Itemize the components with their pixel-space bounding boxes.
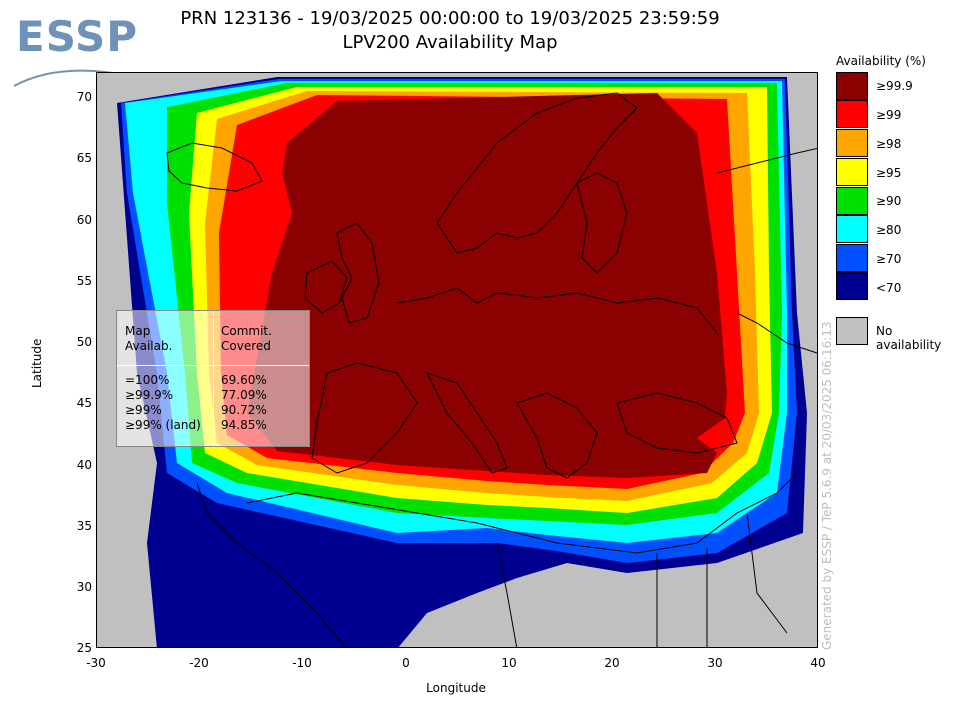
- x-tick-0: 0: [402, 656, 410, 670]
- legend-label-99: ≥99: [876, 108, 902, 122]
- y-tick-50: 50: [76, 335, 92, 349]
- band-99-9: [247, 93, 727, 478]
- legend-label-98: ≥98: [876, 137, 902, 151]
- stats-row-avail: ≥99.9%: [125, 388, 174, 402]
- y-tick-35: 35: [76, 519, 92, 533]
- y-tick-40: 40: [76, 458, 92, 472]
- x-tick-minus10: -10: [292, 656, 312, 670]
- essp-logo: ESSP: [12, 12, 142, 87]
- x-tick-40: 40: [810, 656, 826, 670]
- x-tick-20: 20: [604, 656, 620, 670]
- legend-swatch-98: [836, 129, 868, 157]
- legend-swatch-70: [836, 244, 868, 272]
- map-title-service: LPV200 Availability Map: [342, 32, 558, 53]
- coastlines: [166, 92, 817, 647]
- stats-row-covered: 77.09%: [221, 388, 267, 402]
- legend-label-90: ≥90: [876, 194, 902, 208]
- legend-label-70: ≥70: [876, 252, 902, 266]
- coverage-stats-table: Map Availab. Commit. Covered =100% 69.60…: [116, 310, 310, 447]
- legend-swatch-90: [836, 187, 868, 215]
- legend-swatch-lt70: [836, 272, 868, 300]
- generated-by-note: Generated by ESSP / TeP 5.6.9 at 20/03/2…: [820, 321, 834, 650]
- stats-header-commit-covered: Commit. Covered: [221, 324, 272, 353]
- stats-row-avail: ≥99%: [125, 403, 162, 417]
- y-axis-label: Latitude: [30, 338, 44, 388]
- y-tick-30: 30: [76, 580, 92, 594]
- availability-contours: [97, 73, 817, 647]
- y-tick-65: 65: [76, 151, 92, 165]
- x-tick-minus30: -30: [86, 656, 106, 670]
- stats-row-avail: =100%: [125, 373, 170, 387]
- x-axis-label: Longitude: [426, 681, 486, 695]
- stats-column-divider: [213, 311, 214, 446]
- legend-label-95: ≥95: [876, 166, 902, 180]
- y-tick-55: 55: [76, 274, 92, 288]
- y-tick-45: 45: [76, 396, 92, 410]
- x-tick-minus20: -20: [189, 656, 209, 670]
- legend-label-lt70: <70: [876, 281, 902, 295]
- stats-row-avail: ≥99% (land): [125, 418, 201, 432]
- legend-title: Availability (%): [836, 54, 926, 68]
- y-tick-60: 60: [76, 213, 92, 227]
- map-title-prn: PRN 123136 - 19/03/2025 00:00:00 to 19/0…: [180, 8, 720, 29]
- legend-swatch-80: [836, 215, 868, 243]
- legend-swatch-99-9: [836, 72, 868, 100]
- x-tick-30: 30: [707, 656, 723, 670]
- legend-label-99-9: ≥99.9: [876, 79, 913, 93]
- legend-swatch-99: [836, 100, 868, 128]
- y-tick-25: 25: [76, 641, 92, 655]
- logo-text: ESSP: [16, 12, 139, 61]
- legend-label-80: ≥80: [876, 223, 902, 237]
- stats-row-covered: 90.72%: [221, 403, 267, 417]
- legend-swatch-no-availability: [836, 317, 868, 345]
- stats-row-covered: 69.60%: [221, 373, 267, 387]
- stats-row-covered: 94.85%: [221, 418, 267, 432]
- availability-map: [96, 72, 818, 648]
- y-tick-70: 70: [76, 90, 92, 104]
- stats-header-map-availability: Map Availab.: [125, 324, 173, 353]
- x-tick-10: 10: [501, 656, 517, 670]
- legend-swatch-95: [836, 158, 868, 186]
- legend-label-no-availability: No availability: [876, 324, 942, 352]
